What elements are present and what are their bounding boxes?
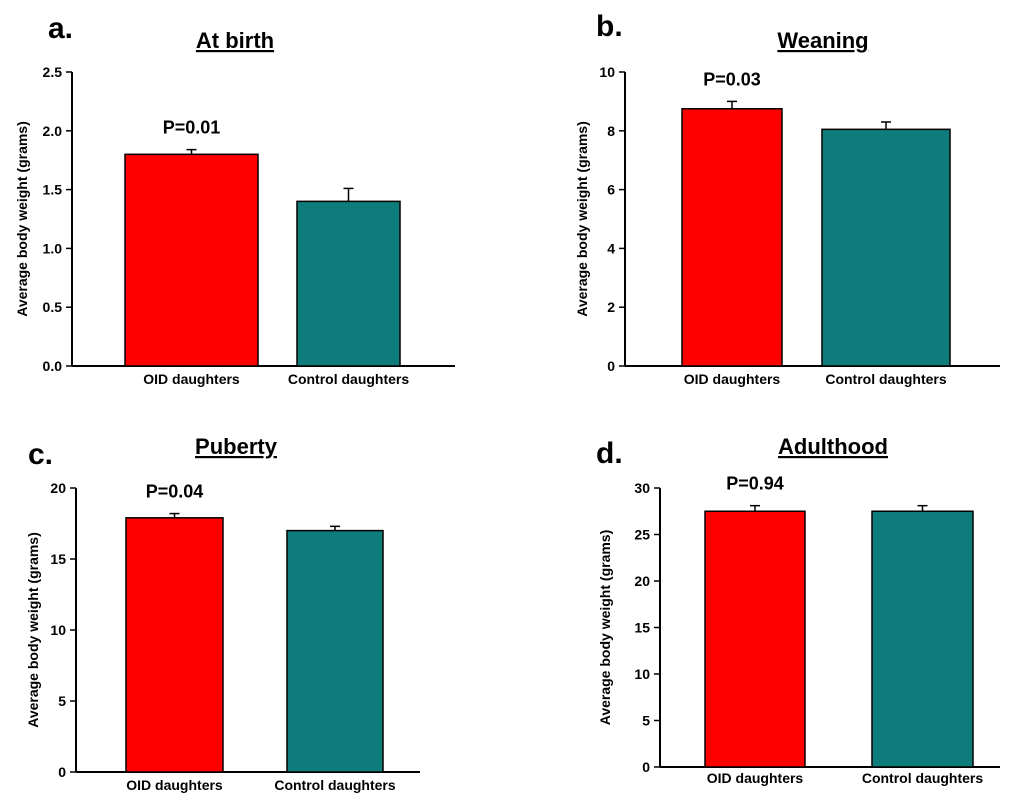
y-tick-label: 0 [607,358,615,374]
category-label: OID daughters [126,777,223,793]
y-tick-label: 0 [642,759,650,775]
y-tick-label: 1.0 [43,240,63,256]
y-tick-label: 30 [634,480,650,496]
category-label: OID daughters [143,371,240,387]
chart-panel-4: d. Adulthood 0 5 10 15 20 25 30 Average body weig… [596,434,1000,786]
y-tick-label: 0.5 [43,299,63,315]
category-label: Control daughters [862,770,984,786]
panel-title: Weaning [777,28,868,53]
bar-oid-daughters [125,517,224,773]
chart-panel-3: c. Puberty 0 5 10 15 20 Average body weight (gr… [25,434,420,793]
p-value-annotation: P=0.03 [703,69,761,89]
p-value-annotation: P=0.04 [146,482,204,502]
y-tick-label: 8 [607,123,615,139]
bar-control-daughters [296,200,401,367]
y-axis-label: Average body weight (grams) [25,532,41,728]
bar-control-daughters [871,510,974,768]
panel-letter: b. [596,10,623,43]
chart-panel-2: b. Weaning 0 2 4 6 8 10 Average body weight (gra… [574,10,1000,387]
category-label: Control daughters [825,371,947,387]
panel-title: At birth [196,28,274,53]
panel-letter: c. [28,438,53,471]
y-tick-label: 20 [634,573,650,589]
bar-control-daughters [286,529,384,773]
y-tick-label: 0.0 [43,358,63,374]
y-axis-label: Average body weight (grams) [14,121,30,317]
y-tick-label: 15 [634,620,650,636]
y-tick-label: 2.0 [43,123,63,139]
y-tick-label: 5 [642,713,650,729]
bar-oid-daughters [124,153,259,367]
bar-oid-daughters [681,108,783,367]
category-label: Control daughters [288,371,410,387]
category-label: Control daughters [274,777,396,793]
y-axis-label: Average body weight (grams) [574,121,590,317]
category-label: OID daughters [684,371,781,387]
y-tick-label: 25 [634,527,650,543]
bar-oid-daughters [704,510,806,768]
panel-title: Adulthood [778,434,888,459]
p-value-annotation: P=0.94 [726,474,784,494]
p-value-annotation: P=0.01 [163,118,221,138]
y-tick-label: 2 [607,299,615,315]
category-label: OID daughters [707,770,804,786]
y-axis-label: Average body weight (grams) [597,530,613,726]
panel-title: Puberty [195,434,278,459]
y-tick-label: 20 [50,480,66,496]
y-tick-label: 1.5 [43,182,63,198]
y-tick-label: 10 [50,622,66,638]
bar-control-daughters [821,128,951,367]
y-tick-label: 15 [50,551,66,567]
y-tick-label: 10 [599,64,615,80]
panel-letter: a. [48,12,73,45]
y-tick-label: 10 [634,666,650,682]
y-tick-label: 0 [58,764,66,780]
panel-letter: d. [596,437,623,470]
chart-panel-1: a. At birth 0.0 0.5 1.0 1.5 2.0 2.5 Average body… [14,12,455,387]
y-tick-label: 6 [607,182,615,198]
y-tick-label: 4 [607,240,615,256]
y-tick-label: 5 [58,693,66,709]
y-tick-label: 2.5 [43,64,63,80]
